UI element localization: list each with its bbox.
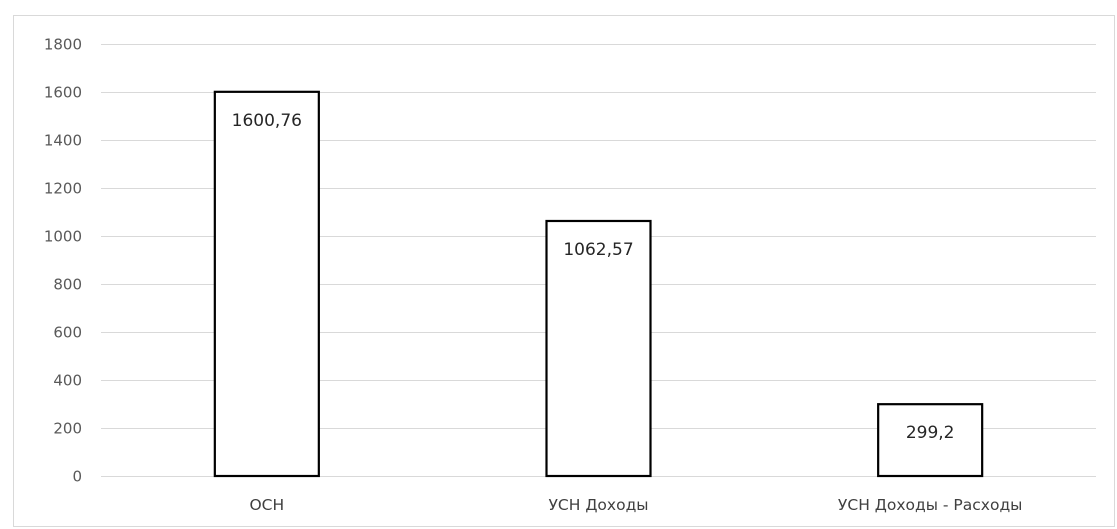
y-tick-label: 200 <box>53 420 82 438</box>
y-tick-label: 600 <box>53 324 82 342</box>
x-category-label: ОСН <box>249 496 284 514</box>
y-tick-label: 400 <box>53 372 82 390</box>
data-label: 299,2 <box>906 423 955 443</box>
y-tick-label: 0 <box>72 468 82 486</box>
y-tick-label: 1600 <box>44 84 82 102</box>
x-category-label: УСН Доходы <box>548 496 648 514</box>
bars: 1600,76 1062,57 299,2 <box>213 90 984 478</box>
data-label: 1062,57 <box>563 240 633 260</box>
y-tick-label: 1400 <box>44 132 82 150</box>
x-axis-categories: ОСН УСН Доходы УСН Доходы - Расходы <box>249 496 1022 514</box>
y-tick-label: 800 <box>53 276 82 294</box>
bar <box>213 90 320 478</box>
x-category-label: УСН Доходы - Расходы <box>838 496 1022 514</box>
bar <box>545 219 652 478</box>
bar <box>877 403 984 478</box>
data-label: 1600,76 <box>232 111 302 131</box>
y-tick-label: 1800 <box>44 36 82 54</box>
y-axis-ticks: 0 200 400 600 800 1000 1200 1400 1600 1800 <box>44 36 82 486</box>
y-tick-label: 1000 <box>44 228 82 246</box>
y-tick-label: 1200 <box>44 180 82 198</box>
